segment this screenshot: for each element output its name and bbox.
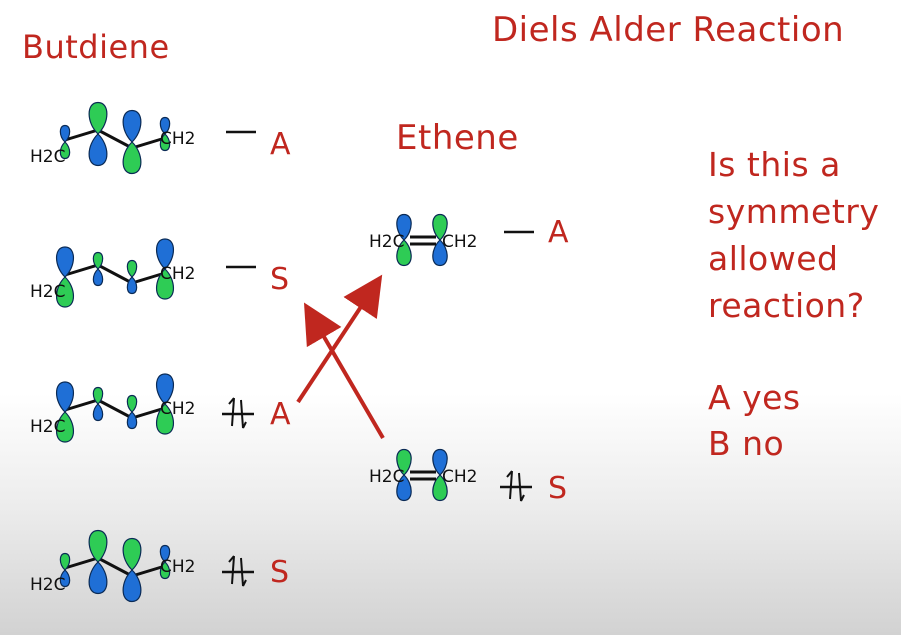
orbital-lobe: [126, 276, 138, 295]
question-line: reaction?: [708, 286, 865, 325]
atom-group-label: CH2: [160, 399, 195, 419]
orbital-lobe: [126, 411, 138, 430]
orbital-lobe: [396, 474, 412, 502]
orbital-lobe: [59, 569, 71, 588]
orbital-lobe: [88, 529, 108, 563]
orbital-lobe: [159, 561, 171, 580]
carbon-chain: [64, 128, 166, 150]
symmetry-label: A: [270, 397, 291, 432]
orbital-lobe: [88, 133, 108, 167]
orbital-lobe: [55, 381, 75, 413]
atom-group-label: CH2: [160, 129, 195, 149]
orbital-lobe: [92, 251, 104, 270]
orbital-lobe: [55, 276, 75, 308]
orbital-lobe: [432, 213, 448, 241]
atom-group-label: CH2: [442, 232, 477, 252]
orbital-lobe: [396, 213, 412, 241]
symmetry-label: S: [270, 555, 289, 590]
atom-group-label: CH2: [160, 264, 195, 284]
orbital-lobe: [92, 268, 104, 287]
symmetry-label: A: [270, 127, 291, 162]
correlation-arrow-s-to-a: [303, 302, 385, 440]
electron-up-icon: [228, 397, 235, 427]
orbital-lobe: [396, 239, 412, 267]
orbital-lobe: [55, 411, 75, 443]
correlation-arrow-a-to-s: [296, 274, 383, 404]
slide-title: Diels Alder Reaction: [492, 10, 845, 50]
answer-option-a[interactable]: A yes: [708, 378, 801, 417]
orbital-lobe: [55, 246, 75, 278]
electron-down-icon: [240, 557, 247, 587]
orbital-lobe: [122, 537, 142, 571]
ethene-orbitals: H2C CH2 A H2C CH2 S: [369, 213, 569, 506]
orbital-lobe: [155, 373, 175, 405]
orbital-lobe: [59, 552, 71, 571]
orbital-lobe: [159, 133, 171, 152]
orbital-lobe: [122, 109, 142, 143]
orbital-lobe: [88, 101, 108, 135]
orbital-lobe: [122, 569, 142, 603]
carbon-chain: [64, 556, 166, 578]
carbon-chain: [64, 263, 166, 285]
butadiene-orbitals: H2C CH2 A H2C CH2 S H2C CH2 A H2C CH2 S: [30, 101, 291, 603]
orbital-lobe: [432, 239, 448, 267]
symmetry-label: A: [548, 215, 569, 250]
orbital-lobe: [432, 448, 448, 476]
orbital-lobe: [159, 544, 171, 563]
orbital-lobe: [159, 116, 171, 135]
question-line: Is this a: [708, 145, 841, 184]
butadiene-orbital-row: H2C CH2 A: [30, 373, 291, 443]
electron-up-icon: [228, 555, 235, 585]
butadiene-orbital-row: H2C CH2 S: [30, 238, 289, 308]
question-line: allowed: [708, 239, 839, 278]
orbital-lobe: [432, 474, 448, 502]
ethene-heading: Ethene: [396, 118, 519, 158]
butadiene-orbital-row: H2C CH2 S: [30, 529, 289, 603]
ethene-orbital-row: H2C CH2 S: [369, 448, 567, 506]
electron-up-icon: [506, 470, 513, 500]
orbital-lobe: [92, 403, 104, 422]
orbital-lobe: [126, 259, 138, 278]
electron-down-icon: [240, 399, 247, 429]
question-line: symmetry: [708, 192, 880, 231]
atom-group-label: H2C: [30, 575, 65, 595]
orbital-lobe: [126, 394, 138, 413]
ethene-orbital-row: H2C CH2 A: [369, 213, 569, 267]
orbital-lobe: [155, 403, 175, 435]
orbital-lobe: [155, 238, 175, 270]
atom-group-label: CH2: [160, 557, 195, 577]
carbon-chain: [64, 398, 166, 420]
orbital-lobe: [122, 141, 142, 175]
atom-group-label: H2C: [30, 417, 65, 437]
atom-group-label: H2C: [30, 282, 65, 302]
butadiene-heading: Butdiene: [22, 28, 170, 66]
atom-group-label: H2C: [369, 232, 404, 252]
symmetry-label: S: [270, 262, 289, 297]
butadiene-orbital-row: H2C CH2 A: [30, 101, 291, 175]
atom-group-label: H2C: [369, 467, 404, 487]
answer-option-b[interactable]: B no: [708, 424, 785, 463]
orbital-lobe: [155, 268, 175, 300]
orbital-lobe: [59, 141, 71, 160]
orbital-lobe: [88, 561, 108, 595]
orbital-lobe: [92, 386, 104, 405]
orbital-lobe: [396, 448, 412, 476]
symmetry-label: S: [548, 471, 567, 506]
orbital-lobe: [59, 124, 71, 143]
atom-group-label: H2C: [30, 147, 65, 167]
atom-group-label: CH2: [442, 467, 477, 487]
electron-down-icon: [518, 472, 525, 502]
